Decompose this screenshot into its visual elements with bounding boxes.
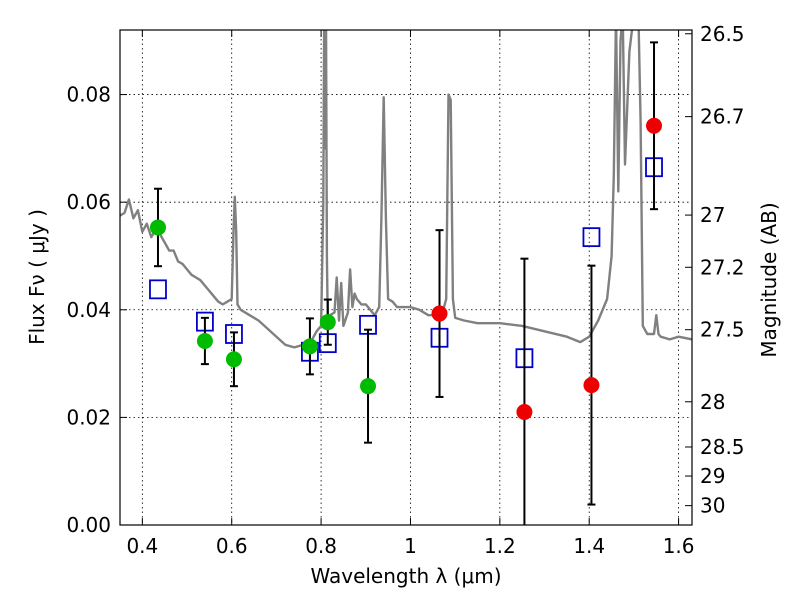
y-axis-title-right: Magnitude (AB)	[757, 202, 781, 357]
plot-area	[120, 30, 692, 349]
right-tick-label: 27	[700, 203, 725, 227]
x-axis-title: Wavelength λ (μm)	[310, 564, 501, 588]
observed-point	[149, 219, 166, 236]
plot-frame	[119, 29, 693, 526]
right-tick-label: 28	[700, 390, 725, 414]
observed-point	[516, 404, 533, 421]
observed-point	[301, 338, 318, 355]
grid	[120, 30, 692, 526]
y-tick-label: 0.04	[66, 298, 111, 322]
right-tick-label: 27.5	[700, 318, 745, 342]
right-tick-label: 26.7	[700, 105, 745, 129]
markers	[149, 41, 663, 525]
y-tick-label: 0.02	[66, 405, 111, 429]
model-flux-square	[149, 279, 167, 300]
right-tick-label: 28.5	[700, 435, 745, 459]
axes: 0.4 0.6 0.8 1 1.2 1.4 1.6 0.00 0.02 0.04 0.06 0.08 2…	[66, 22, 744, 558]
x-tick-label: 0.8	[305, 534, 337, 558]
x-tick-label: 1.2	[484, 534, 516, 558]
x-tick-label: 1	[404, 534, 417, 558]
observed-point	[196, 332, 213, 349]
observed-point	[319, 314, 336, 331]
observed-point	[646, 117, 663, 134]
x-tick-label: 1.4	[573, 534, 605, 558]
right-tick-label: 29	[700, 464, 725, 488]
observed-point	[225, 351, 242, 368]
y-tick-label: 0.06	[66, 190, 111, 214]
x-tick-label: 1.6	[663, 534, 695, 558]
observed-point	[583, 377, 600, 394]
model-flux-square	[582, 227, 601, 248]
y-tick-label: 0.08	[66, 83, 111, 107]
right-tick-label: 26.5	[700, 22, 745, 46]
right-tick-label: 30	[700, 494, 725, 518]
y-tick-label: 0.00	[66, 513, 111, 537]
observed-point	[431, 305, 448, 322]
right-tick-label: 27.2	[700, 255, 745, 279]
x-tick-label: 0.6	[216, 534, 248, 558]
x-tick-label: 0.4	[126, 534, 158, 558]
model-sed-line	[120, 30, 692, 349]
y-axis-title-left: Flux Fν ( μJy )	[25, 209, 49, 345]
observed-point	[360, 378, 377, 395]
